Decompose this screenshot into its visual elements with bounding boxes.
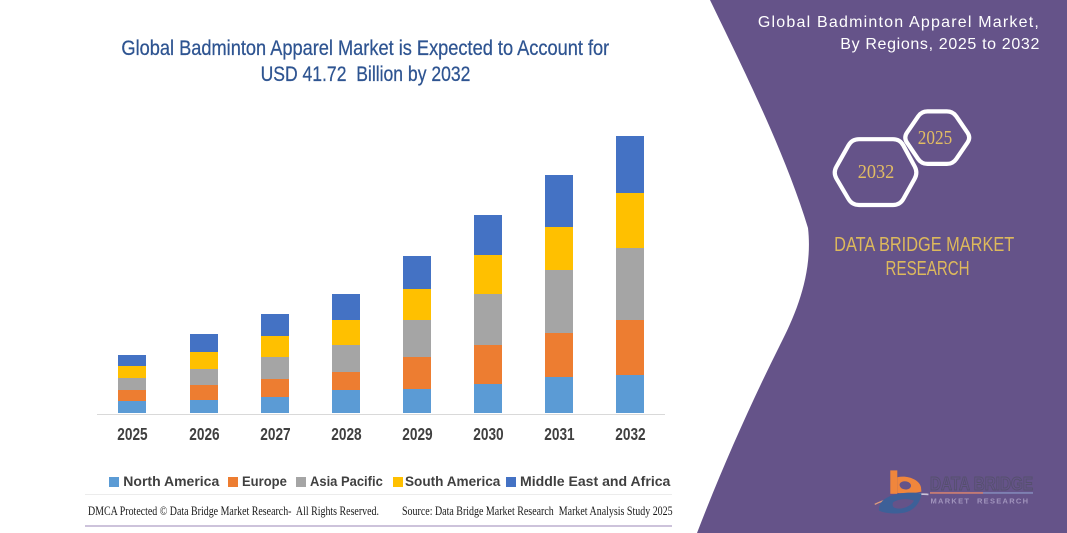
svg-text:DATA BRIDGE: DATA BRIDGE [930, 474, 1033, 494]
svg-text:MARKET RESEARCH: MARKET RESEARCH [931, 497, 1031, 506]
